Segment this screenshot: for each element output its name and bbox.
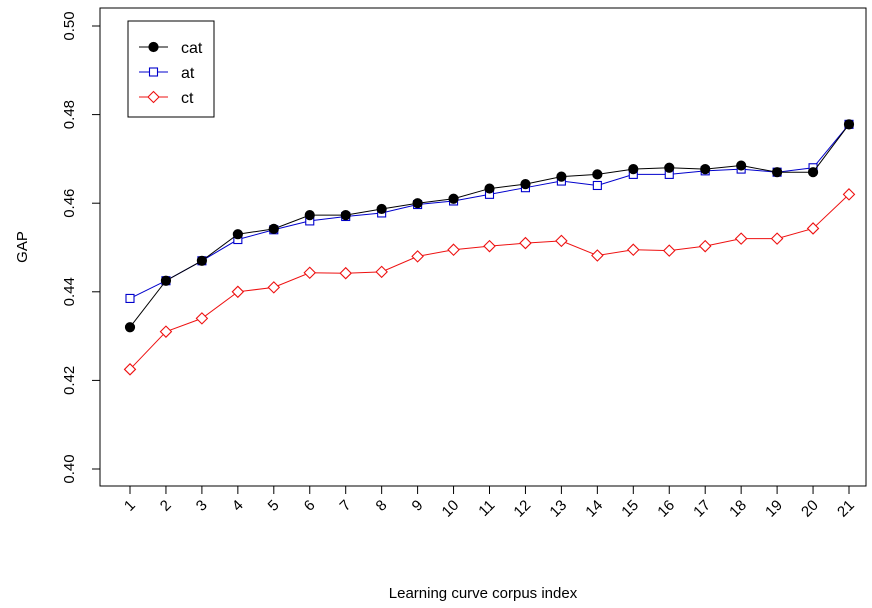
data-point-ct xyxy=(303,266,317,280)
data-point-cat xyxy=(304,210,315,221)
legend-box xyxy=(127,20,215,118)
data-point-cat xyxy=(448,193,459,204)
data-point-ct xyxy=(483,239,496,253)
data-point-ct xyxy=(662,244,676,257)
data-point-cat xyxy=(736,160,747,171)
series-cat xyxy=(124,119,855,333)
data-point-cat xyxy=(807,167,819,178)
x-tick-label: 16 xyxy=(654,497,678,521)
data-point-cat xyxy=(412,198,423,209)
series-layer xyxy=(123,119,856,376)
data-point-ct xyxy=(734,232,748,245)
legend-marker-cat xyxy=(148,41,159,53)
data-point-ct xyxy=(159,325,173,338)
data-point-ct xyxy=(231,285,245,299)
x-tick-label: 19 xyxy=(762,497,786,521)
series-line-at xyxy=(129,124,850,299)
legend-marker-ct xyxy=(147,90,160,104)
legend-item-ct: ct xyxy=(139,90,194,107)
x-tick-label: 4 xyxy=(229,497,247,515)
x-tick-label: 13 xyxy=(546,497,570,521)
data-point-ct xyxy=(842,188,856,201)
data-point-cat xyxy=(160,275,172,286)
x-tick-label: 12 xyxy=(510,497,534,521)
data-point-cat xyxy=(772,167,783,178)
data-point-ct xyxy=(519,236,532,250)
data-point-ct xyxy=(123,363,137,376)
legend-item-cat: cat xyxy=(139,40,203,57)
data-point-ct xyxy=(267,281,281,294)
series-ct xyxy=(123,188,856,376)
series-at xyxy=(125,119,854,303)
data-point-cat xyxy=(700,163,711,175)
x-tick-label: 9 xyxy=(409,497,427,515)
legend-label: at xyxy=(181,65,195,82)
x-tick-label: 7 xyxy=(337,497,355,515)
x-tick-label: 20 xyxy=(798,497,822,521)
data-point-ct xyxy=(770,232,784,245)
data-point-ct xyxy=(411,250,424,263)
data-point-cat xyxy=(124,322,136,333)
data-point-at xyxy=(125,293,135,303)
legend-item-at: at xyxy=(139,65,195,82)
y-axis-label: GAP xyxy=(14,231,31,263)
data-point-ct xyxy=(698,239,712,253)
data-point-cat xyxy=(628,163,639,175)
data-point-cat xyxy=(664,162,675,173)
x-tick-label: 18 xyxy=(726,497,750,521)
legend: cat at ct xyxy=(127,20,215,118)
data-point-cat xyxy=(484,183,495,194)
x-tick-label: 21 xyxy=(834,497,858,521)
series-line-ct xyxy=(129,193,850,370)
x-tick-label: 10 xyxy=(439,497,463,521)
x-tick-label: 15 xyxy=(618,497,642,521)
y-tick-label: 0.44 xyxy=(61,277,78,306)
x-tick-label: 2 xyxy=(157,497,175,515)
legend-label: cat xyxy=(181,40,203,57)
x-tick-label: 8 xyxy=(373,497,391,515)
data-point-ct xyxy=(555,234,568,248)
data-point-cat xyxy=(376,203,387,215)
data-point-cat xyxy=(843,119,855,130)
x-tick-label: 17 xyxy=(690,497,714,521)
data-point-ct xyxy=(339,266,352,280)
data-point-ct xyxy=(447,243,460,256)
x-tick-label: 1 xyxy=(121,497,139,515)
data-point-cat xyxy=(196,255,207,266)
legend-marker-at xyxy=(148,67,159,77)
data-point-ct xyxy=(195,312,209,325)
data-point-cat xyxy=(232,229,243,240)
x-tick-label: 14 xyxy=(582,497,606,521)
x-tick-label: 3 xyxy=(193,497,211,515)
x-tick-label: 11 xyxy=(475,497,498,520)
y-tick-label: 0.42 xyxy=(61,366,78,395)
legend-label: ct xyxy=(181,90,194,107)
x-axis-label: Learning curve corpus index xyxy=(389,585,578,602)
y-axis: 0.40 0.42 0.44 0.46 0.48 0.50 xyxy=(61,11,101,484)
data-point-ct xyxy=(627,243,640,256)
data-point-cat xyxy=(556,171,567,182)
data-point-cat xyxy=(268,223,279,234)
y-tick-label: 0.40 xyxy=(61,454,78,483)
x-tick-label: 6 xyxy=(301,497,319,515)
y-tick-label: 0.50 xyxy=(61,11,78,40)
data-point-cat xyxy=(520,179,531,190)
y-tick-label: 0.48 xyxy=(61,100,78,129)
y-tick-label: 0.46 xyxy=(61,189,78,218)
data-point-ct xyxy=(375,265,388,279)
x-axis: 1 2 3 4 5 6 7 8 9 10 11 12 13 14 15 16 17 18 19 20 21 xyxy=(121,485,858,521)
x-tick-label: 5 xyxy=(265,497,283,515)
data-point-cat xyxy=(592,169,603,180)
data-point-cat xyxy=(340,210,351,221)
data-point-at xyxy=(592,180,602,191)
data-point-ct xyxy=(591,249,604,262)
data-point-ct xyxy=(806,222,820,235)
